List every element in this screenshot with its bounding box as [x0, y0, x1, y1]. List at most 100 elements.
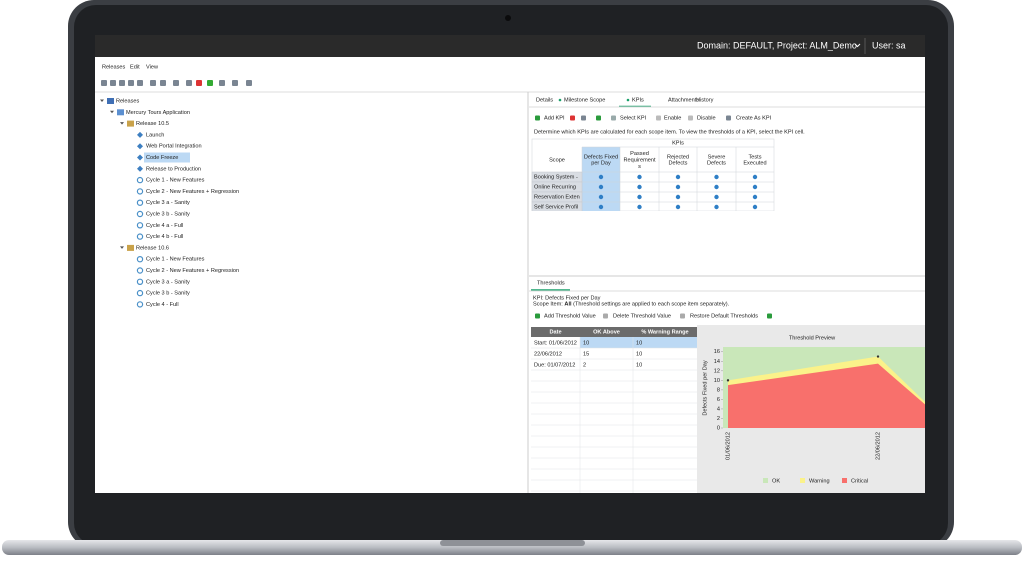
kpi-cell-icon[interactable] — [714, 204, 719, 210]
kpi-cell-icon[interactable] — [675, 184, 681, 190]
toolbar-icon[interactable] — [173, 80, 179, 86]
column-header[interactable]: Rejected — [667, 154, 689, 160]
kpi-cell-icon[interactable] — [714, 194, 719, 200]
kpi-cell-icon[interactable] — [752, 174, 758, 180]
tab[interactable]: KPIs — [632, 97, 644, 103]
menu-item[interactable]: View — [146, 64, 159, 70]
column-header[interactable]: Executed — [743, 161, 766, 167]
tree-item[interactable]: Code Freeze — [146, 155, 178, 161]
toolbar-icon[interactable] — [581, 115, 586, 121]
toolbar-button[interactable]: Restore Default Thresholds — [690, 313, 758, 319]
tree-item[interactable]: Cycle 3 a - Sanity — [146, 279, 190, 285]
toolbar-button[interactable]: Delete Threshold Value — [613, 313, 671, 319]
tab[interactable]: Details — [536, 97, 553, 103]
tree-item[interactable]: Release 10.5 — [136, 121, 169, 127]
expander[interactable] — [110, 110, 114, 114]
user[interactable]: User: sa — [872, 40, 906, 50]
column-header[interactable]: per Day — [591, 161, 611, 167]
tree-item[interactable]: Cycle 3 b - Sanity — [146, 211, 190, 217]
column-header[interactable]: s — [638, 164, 641, 170]
toolbar-icon[interactable] — [726, 115, 731, 121]
toolbar-button[interactable]: Disable — [697, 115, 716, 121]
tree-item[interactable]: Cycle 3 a - Sanity — [146, 200, 190, 206]
expander[interactable] — [120, 246, 124, 249]
toolbar-icon[interactable] — [603, 313, 608, 319]
cell[interactable]: 10 — [636, 351, 642, 357]
column-header[interactable]: Defects Fixed — [584, 154, 618, 160]
column-header[interactable]: Requirement — [623, 157, 655, 163]
tab[interactable]: Milestone Scope — [564, 97, 605, 103]
cell[interactable]: 10 — [636, 362, 642, 368]
toolbar-icon[interactable] — [570, 115, 575, 121]
toolbar-icon[interactable] — [207, 80, 213, 86]
expander[interactable] — [100, 99, 104, 103]
toolbar-icon[interactable] — [128, 80, 134, 86]
toolbar-icon[interactable] — [137, 80, 143, 86]
kpi-cell-icon[interactable] — [675, 204, 681, 210]
toolbar-icon[interactable] — [160, 80, 166, 86]
tab[interactable]: Attachments — [668, 97, 699, 103]
cell[interactable]: 10 — [583, 340, 589, 346]
toolbar-icon[interactable] — [186, 80, 192, 86]
scope-row[interactable]: Self Service Profil — [534, 204, 578, 210]
kpi-cell-icon[interactable] — [675, 194, 681, 200]
tab[interactable]: History — [696, 97, 714, 103]
kpi-cell-icon[interactable] — [752, 204, 758, 210]
toolbar-icon[interactable] — [246, 80, 252, 86]
toolbar-button[interactable]: Select KPI — [620, 115, 647, 121]
scope-row[interactable]: Booking System - — [534, 174, 578, 180]
scope-row[interactable]: Reservation Exten — [534, 194, 580, 200]
kpi-cell-icon[interactable] — [675, 174, 681, 180]
toolbar-icon[interactable] — [611, 115, 616, 121]
tree-item[interactable]: Cycle 4 a - Full — [146, 223, 183, 229]
column-header[interactable]: Defects — [669, 161, 688, 167]
toolbar-icon[interactable] — [535, 313, 540, 319]
column-header[interactable]: Tests — [748, 154, 761, 160]
tree-item[interactable]: Mercury Tours Application — [126, 110, 190, 116]
toolbar-icon[interactable] — [535, 115, 540, 121]
tree-item[interactable]: Web Portal Integration — [146, 144, 202, 150]
tree-item[interactable]: Releases — [116, 98, 140, 104]
tree-item[interactable]: Cycle 2 - New Features + Regression — [146, 268, 239, 274]
toolbar-icon[interactable] — [110, 80, 116, 86]
tree-item[interactable]: Release 10.6 — [136, 245, 169, 251]
cell[interactable]: Due: 01/07/2012 — [534, 362, 575, 368]
toolbar-icon[interactable] — [232, 80, 238, 86]
scope-row[interactable]: Online Recurring — [534, 184, 576, 190]
cell[interactable]: 22/06/2012 — [534, 351, 562, 357]
cell[interactable]: 2 — [583, 362, 586, 368]
cell[interactable]: 15 — [583, 351, 589, 357]
kpi-cell-icon[interactable] — [598, 194, 604, 200]
tree-item[interactable]: Launch — [146, 132, 164, 138]
toolbar-button[interactable]: Add Threshold Value — [544, 313, 596, 319]
toolbar-icon[interactable] — [119, 80, 125, 86]
kpi-cell-icon[interactable] — [714, 174, 719, 180]
toolbar-icon[interactable] — [101, 80, 107, 86]
tree-item[interactable]: Cycle 4 b - Full — [146, 234, 183, 240]
tree-item[interactable]: Cycle 1 - New Features — [146, 178, 205, 184]
toolbar-button[interactable]: Enable — [664, 115, 681, 121]
tree-item[interactable]: Release to Production — [146, 166, 201, 172]
tree-item[interactable]: Cycle 3 b - Sanity — [146, 291, 190, 297]
kpi-cell-icon[interactable] — [598, 184, 604, 190]
kpi-cell-icon[interactable] — [752, 184, 758, 190]
toolbar-icon[interactable] — [219, 80, 225, 86]
toolbar-button[interactable]: Add KPI — [544, 115, 565, 121]
kpi-cell-icon[interactable] — [637, 204, 642, 210]
toolbar-button[interactable]: Create As KPI — [736, 115, 772, 121]
kpi-cell-icon[interactable] — [714, 184, 719, 190]
column-header[interactable]: Severe — [708, 154, 726, 160]
domain-project[interactable]: Domain: DEFAULT, Project: ALM_Demo — [697, 40, 857, 50]
kpi-cell-icon[interactable] — [752, 194, 758, 200]
cell[interactable]: Start: 01/06/2012 — [534, 340, 577, 346]
column-header[interactable]: Passed — [630, 151, 649, 157]
thresholds-tab[interactable]: Thresholds — [537, 280, 565, 286]
menu-item[interactable]: Edit — [130, 64, 140, 70]
toolbar-icon[interactable] — [150, 80, 156, 86]
kpi-cell-icon[interactable] — [637, 184, 642, 190]
tree-item[interactable]: Cycle 2 - New Features + Regression — [146, 189, 239, 195]
expander[interactable] — [120, 122, 124, 125]
toolbar-icon[interactable] — [196, 80, 202, 86]
cell[interactable]: 10 — [636, 340, 642, 346]
dropdown-arrow[interactable] — [854, 43, 861, 48]
